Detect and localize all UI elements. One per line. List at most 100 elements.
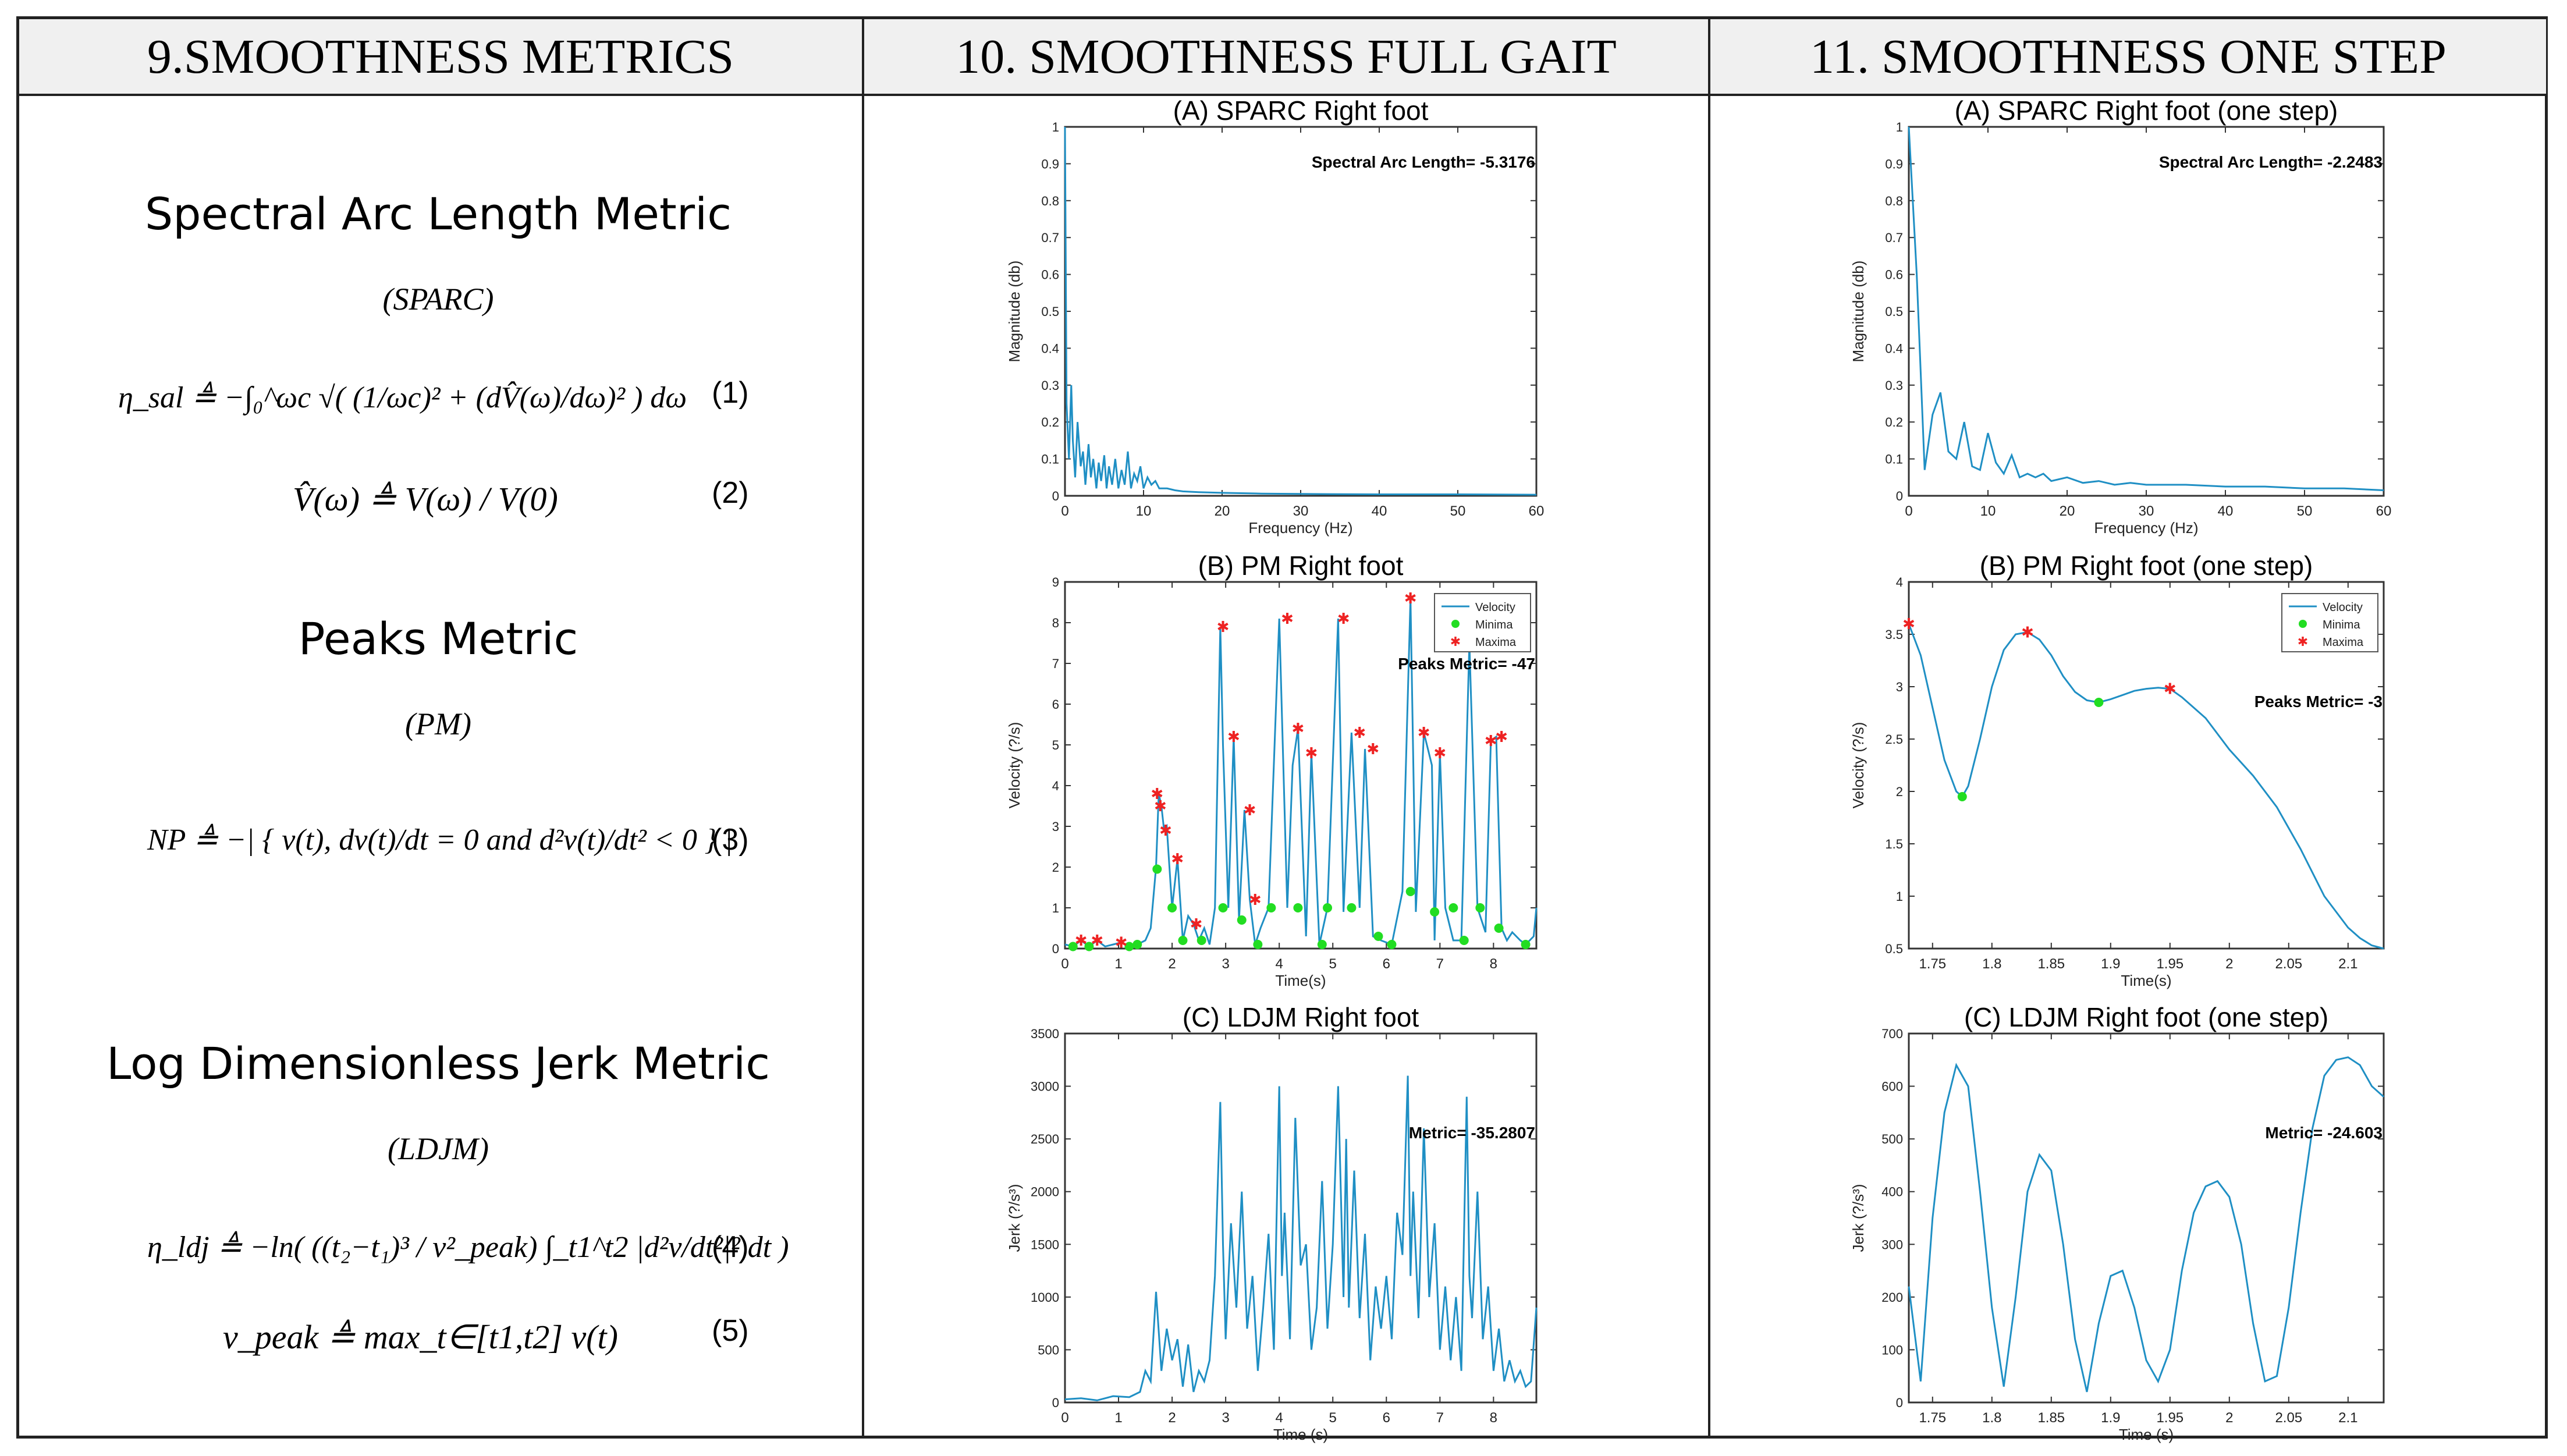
y-tick-label: 3 <box>1052 819 1059 834</box>
y-tick-label: 2500 <box>1031 1132 1059 1146</box>
series-line <box>1908 623 2384 950</box>
minima-marker <box>1178 936 1188 945</box>
y-tick-label: 0.6 <box>1885 268 1903 282</box>
legend-label: Velocity <box>1475 601 1515 614</box>
minima-marker <box>1430 907 1440 917</box>
chart-pm_full: 0 1 2 3 4 5 6 7 8 0 1 2 3 4 5 6 7 8 9 (B) PM Right foot Time… <box>1006 551 1538 989</box>
minima-marker <box>1124 942 1134 951</box>
x-tick-label: 2 <box>2225 956 2233 972</box>
x-tick-label: 1 <box>1114 1410 1122 1426</box>
chart-ldjm_full: 0 1 2 3 4 5 6 7 8 0 500 1000 1500 2000 2500 3000 3500 (C)… <box>1006 1002 1538 1443</box>
y-tick-label: 0.8 <box>1041 194 1059 208</box>
x-tick-label: 2 <box>1168 1410 1176 1426</box>
y-tick-label: 500 <box>1881 1132 1903 1146</box>
y-tick-label: 0.4 <box>1885 341 1903 356</box>
maxima-marker: ✱ <box>1337 610 1350 627</box>
y-tick-label: 0.1 <box>1041 452 1059 467</box>
x-tick-label: 1.8 <box>1982 956 2001 972</box>
y-tick-label: 0 <box>1052 942 1059 956</box>
maxima-marker: ✱ <box>1171 850 1184 868</box>
chart-pm_step: 1.75 1.8 1.85 1.9 1.95 2 2.05 2.1 0.5 1 1.5 2 2.5 3 3.… <box>1849 551 2385 989</box>
maxima-marker: ✱ <box>1433 744 1446 762</box>
maxima-marker: ✱ <box>2164 680 2177 698</box>
x-tick-label: 7 <box>1436 956 1444 972</box>
maxima-marker: ✱ <box>1217 618 1230 635</box>
y-tick-label: 0 <box>1896 489 1903 503</box>
legend-label: Minima <box>2323 619 2360 631</box>
pm-title: Peaks Metric <box>298 613 578 665</box>
sparc-title: Spectral Arc Length Metric <box>144 188 732 240</box>
x-tick-label: 5 <box>1329 956 1337 972</box>
equation-1-number: (1) <box>712 376 749 410</box>
x-axis-label: Time (s) <box>1273 1426 1328 1443</box>
sparc-abbr: (SPARC) <box>382 282 494 317</box>
maxima-marker: ✱ <box>1366 740 1379 758</box>
chart-title: (A) SPARC Right foot <box>1173 95 1429 126</box>
minima-marker <box>1347 903 1357 912</box>
minima-marker <box>1084 942 1094 951</box>
legend-label: Maxima <box>1475 636 1517 649</box>
minima-marker <box>1387 940 1397 949</box>
x-tick-label: 20 <box>2060 503 2075 519</box>
equation-2-number: (2) <box>712 476 749 510</box>
chart-annotation: Metric= -24.603 <box>2265 1124 2383 1142</box>
plot-area <box>1064 1032 1538 1404</box>
x-tick-label: 1.9 <box>2101 956 2120 972</box>
header-one-step: 11. SMOOTHNESS ONE STEP <box>1710 19 2546 96</box>
x-tick-label: 4 <box>1276 1410 1283 1426</box>
minima-marker <box>1323 903 1333 912</box>
y-tick-label: 3500 <box>1031 1027 1059 1041</box>
equation-5: v_peak ≜ max_t∈[t1,t2] v(t) <box>223 1318 618 1356</box>
y-tick-label: 2000 <box>1031 1185 1059 1199</box>
y-tick-label: 0.4 <box>1041 341 1059 356</box>
y-tick-label: 4 <box>1896 575 1903 589</box>
minima-marker <box>1237 915 1247 925</box>
y-axis-label: Velocity (?/s) <box>1849 722 1867 809</box>
x-tick-label: 2.05 <box>2275 956 2302 972</box>
y-axis-label: Jerk (?/s³) <box>1006 1184 1023 1252</box>
x-tick-label: 40 <box>1372 503 1387 519</box>
x-tick-label: 40 <box>2218 503 2234 519</box>
minima-marker <box>1521 940 1531 949</box>
y-tick-label: 0.9 <box>1041 157 1059 171</box>
series-line <box>1064 1075 1538 1401</box>
x-tick-label: 2.1 <box>2338 1410 2357 1426</box>
chart-title: (C) LDJM Right foot (one step) <box>1964 1002 2328 1032</box>
minima-marker <box>1293 903 1303 912</box>
y-tick-label: 0.2 <box>1885 415 1903 429</box>
ldjm-title: Log Dimensionless Jerk Metric <box>106 1038 770 1089</box>
y-tick-label: 1.5 <box>1885 837 1903 851</box>
x-tick-label: 10 <box>1136 503 1152 519</box>
y-tick-label: 200 <box>1881 1290 1903 1305</box>
y-tick-label: 0.5 <box>1041 304 1059 319</box>
y-tick-label: 3000 <box>1031 1079 1059 1094</box>
y-tick-label: 0 <box>1052 1395 1059 1410</box>
y-tick-label: 1000 <box>1031 1290 1059 1305</box>
x-axis-label: Time (s) <box>2119 1426 2174 1443</box>
x-tick-label: 3 <box>1222 1410 1229 1426</box>
x-tick-label: 1.75 <box>1919 1410 1946 1426</box>
x-tick-label: 10 <box>1980 503 1996 519</box>
y-tick-label: 0.3 <box>1885 378 1903 393</box>
x-tick-label: 8 <box>1490 956 1497 972</box>
chart-annotation: Spectral Arc Length= -5.3176 <box>1312 153 1535 171</box>
y-tick-label: 2 <box>1052 860 1059 875</box>
maxima-marker: ✱ <box>1115 934 1128 951</box>
y-tick-label: 0.6 <box>1041 268 1059 282</box>
maxima-marker: ✱ <box>1075 932 1088 949</box>
x-tick-label: 50 <box>2297 503 2313 519</box>
x-tick-label: 6 <box>1383 956 1390 972</box>
y-tick-label: 3.5 <box>1885 627 1903 642</box>
legend-minima-swatch <box>2299 620 2307 628</box>
x-tick-label: 20 <box>1215 503 1230 519</box>
maxima-marker: ✱ <box>1495 728 1508 745</box>
minima-marker <box>1068 942 1078 951</box>
equation-5-number: (5) <box>712 1314 749 1348</box>
minima-marker <box>1132 940 1142 949</box>
x-tick-label: 1 <box>1114 956 1122 972</box>
y-axis-label: Velocity (?/s) <box>1006 722 1023 809</box>
header-metrics: 9.SMOOTHNESS METRICS <box>19 19 862 96</box>
maxima-marker: ✱ <box>1244 801 1256 819</box>
y-tick-label: 300 <box>1881 1237 1903 1252</box>
